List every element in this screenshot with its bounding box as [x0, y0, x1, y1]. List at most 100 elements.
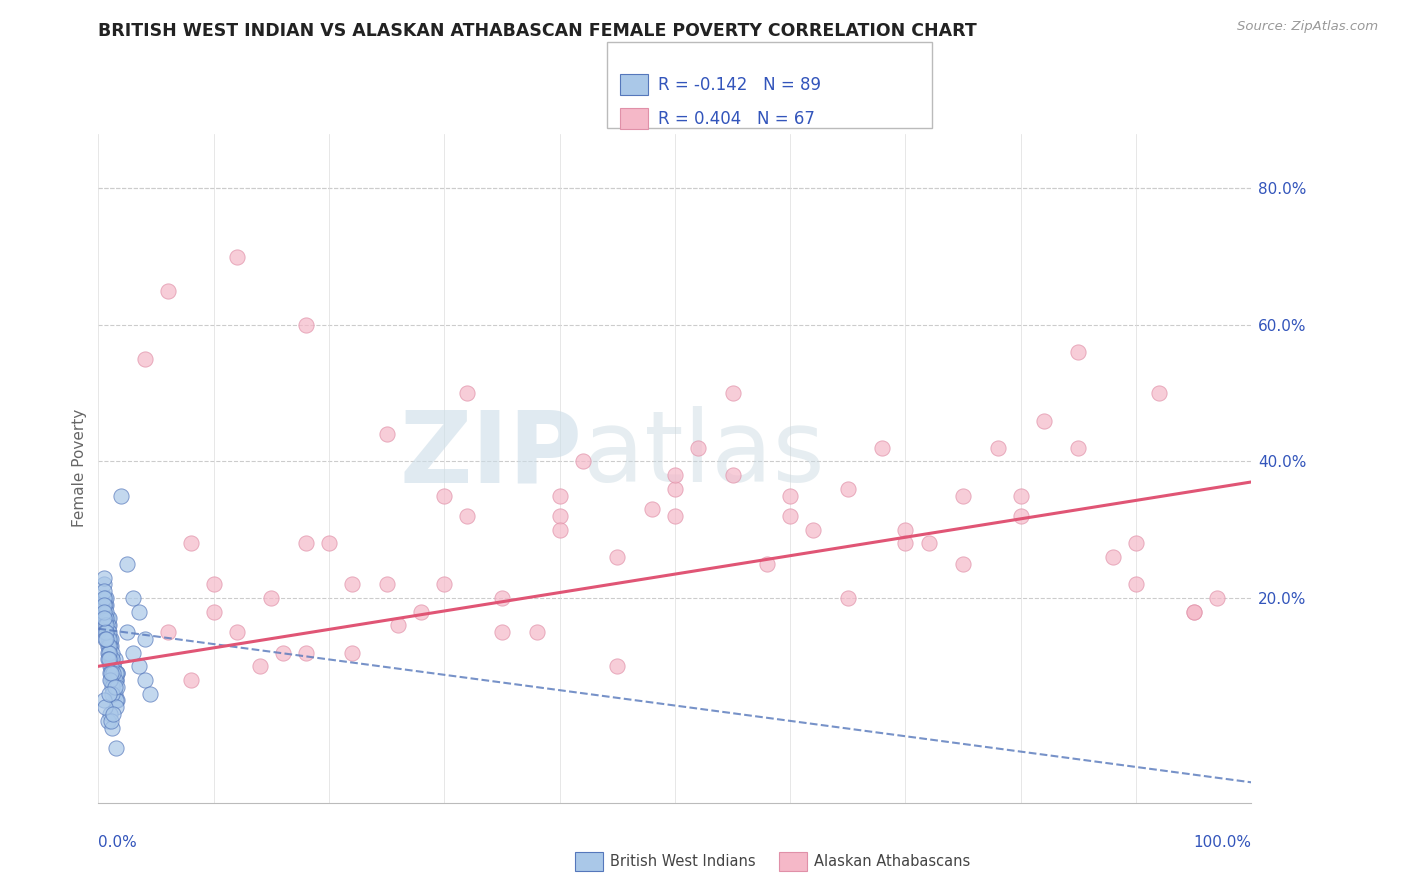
Point: [117, 557, 138, 571]
Point: [93, 693, 115, 707]
Point: [1032, 413, 1054, 427]
Point: [1125, 536, 1147, 550]
Point: [98, 707, 121, 722]
Point: [105, 680, 128, 694]
Point: [100, 659, 122, 673]
Point: [100, 639, 122, 653]
Point: [180, 536, 202, 550]
Point: [96, 611, 118, 625]
Text: R = -0.142   N = 89: R = -0.142 N = 89: [658, 76, 821, 94]
Point: [94, 611, 117, 625]
Point: [433, 489, 456, 503]
Text: atlas: atlas: [582, 407, 824, 503]
Point: [103, 707, 125, 722]
Point: [100, 632, 122, 646]
Point: [100, 673, 122, 687]
Point: [375, 427, 398, 442]
Point: [104, 741, 127, 756]
Point: [139, 687, 162, 701]
Point: [721, 386, 744, 401]
Point: [97, 639, 120, 653]
Point: [93, 598, 115, 612]
Point: [96, 591, 118, 605]
Point: [97, 646, 120, 660]
Point: [97, 714, 120, 728]
Point: [456, 386, 478, 401]
Point: [134, 632, 156, 646]
Point: [97, 687, 120, 701]
Point: [98, 652, 121, 666]
Text: 0.0%: 0.0%: [98, 836, 138, 850]
Point: [686, 441, 709, 455]
Point: [894, 536, 917, 550]
Point: [98, 646, 121, 660]
Point: [98, 673, 121, 687]
Point: [156, 284, 179, 298]
Point: [249, 659, 271, 673]
Point: [952, 489, 974, 503]
Point: [1147, 386, 1170, 401]
Point: [101, 652, 124, 666]
Point: [779, 509, 801, 524]
Point: [295, 536, 318, 550]
Point: [101, 721, 124, 735]
Point: [526, 625, 548, 640]
Point: [295, 318, 318, 332]
Point: [664, 509, 686, 524]
Point: [97, 625, 120, 640]
Point: [202, 605, 225, 619]
Point: [94, 618, 117, 632]
Point: [987, 441, 1010, 455]
Point: [104, 666, 127, 681]
Text: BRITISH WEST INDIAN VS ALASKAN ATHABASCAN FEMALE POVERTY CORRELATION CHART: BRITISH WEST INDIAN VS ALASKAN ATHABASCA…: [98, 22, 977, 40]
Point: [101, 687, 124, 701]
Point: [97, 632, 120, 646]
Point: [156, 625, 179, 640]
Text: 100.0%: 100.0%: [1194, 836, 1251, 850]
Point: [548, 489, 571, 503]
Point: [122, 591, 145, 605]
Point: [97, 618, 120, 632]
Point: [387, 618, 409, 632]
Point: [548, 523, 571, 537]
Point: [721, 468, 744, 483]
Point: [94, 632, 117, 646]
Point: [225, 250, 247, 264]
Point: [101, 659, 124, 673]
Point: [100, 714, 122, 728]
Point: [93, 605, 115, 619]
Point: [894, 523, 917, 537]
Point: [1010, 509, 1032, 524]
Point: [93, 605, 115, 619]
Point: [93, 584, 115, 599]
Point: [128, 605, 150, 619]
Point: [96, 605, 118, 619]
Point: [96, 625, 118, 640]
Point: [1205, 591, 1227, 605]
Point: [97, 652, 120, 666]
Point: [1067, 441, 1090, 455]
Point: [103, 680, 125, 694]
Point: [101, 646, 124, 660]
Point: [952, 557, 974, 571]
Text: ZIP: ZIP: [399, 407, 582, 503]
Point: [100, 666, 122, 681]
Point: [104, 673, 127, 687]
Point: [917, 536, 939, 550]
Point: [202, 577, 225, 591]
Point: [103, 659, 125, 673]
Point: [97, 646, 120, 660]
Point: [103, 673, 125, 687]
Point: [103, 652, 125, 666]
Point: [411, 605, 433, 619]
Point: [606, 659, 628, 673]
Point: [225, 625, 247, 640]
Text: Source: ZipAtlas.com: Source: ZipAtlas.com: [1237, 20, 1378, 33]
Point: [180, 673, 202, 687]
Point: [101, 680, 124, 694]
Point: [97, 639, 120, 653]
Point: [837, 591, 859, 605]
Point: [101, 652, 124, 666]
Point: [98, 632, 121, 646]
Text: R = 0.404   N = 67: R = 0.404 N = 67: [658, 110, 815, 128]
